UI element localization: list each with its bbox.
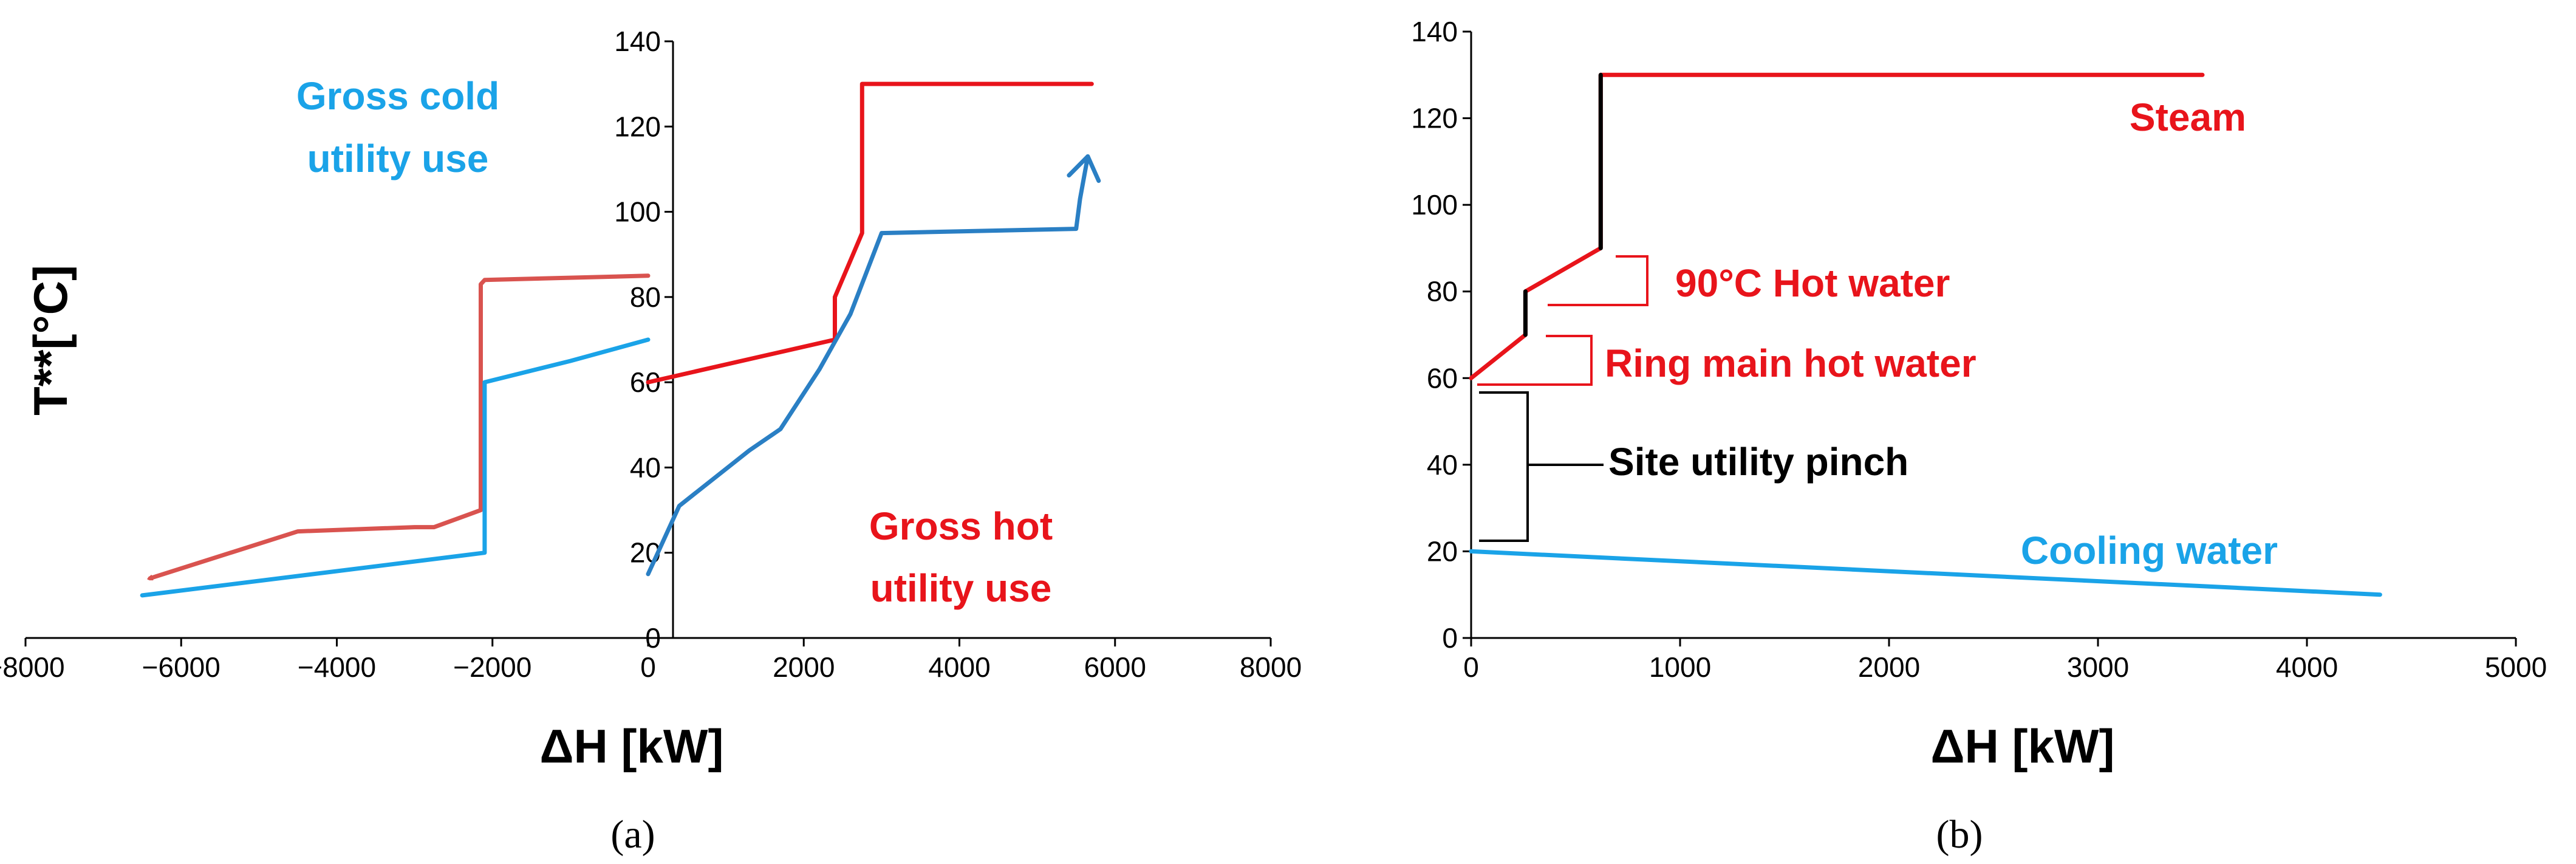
- panel-label-b: (b): [1936, 812, 1983, 857]
- y-tick-label: 120: [1411, 103, 1458, 134]
- y-tick-label: 80: [1427, 276, 1458, 307]
- x-tick-label: 6000: [1084, 651, 1146, 683]
- pinch-bracket: [1479, 391, 1604, 542]
- annotation-90c-hot-water: 90°C Hot water: [1675, 261, 1950, 305]
- y-tick-label: 120: [614, 111, 661, 142]
- x-tick-label: 8000: [1240, 651, 1302, 683]
- annotation-cooling-water: Cooling water: [2021, 529, 2278, 572]
- series-line-4: [646, 154, 1090, 577]
- y-tick-label: 140: [614, 26, 661, 57]
- x-axis-title: ΔH [kW]: [1930, 719, 2114, 773]
- y-tick-label: 0: [1442, 622, 1458, 654]
- x-tick-label: −4000: [298, 651, 376, 683]
- x-tick-label: 1000: [1649, 651, 1711, 683]
- annotation-gross-hot-line2: utility use: [870, 566, 1052, 610]
- x-tick-label: 0: [640, 651, 656, 683]
- annotation-ring-main-hot-water: Ring main hot water: [1605, 341, 1976, 385]
- y-tick-label: 80: [630, 281, 661, 313]
- y-tick-label: 40: [630, 451, 661, 483]
- x-tick-label: 2000: [1858, 651, 1920, 683]
- y-tick-label: 100: [614, 196, 661, 228]
- annotation-site-utility-pinch: Site utility pinch: [1608, 440, 1908, 484]
- series-lines: [140, 81, 1101, 598]
- series-line-4: [1469, 549, 2382, 597]
- chart-panel-a: −8000 −6000 −4000 −2000 0 2000 4000 6000 8000 0 2…: [0, 26, 1302, 857]
- x-tick-label: 2000: [773, 651, 835, 683]
- hot-water-bracket: [1548, 255, 1648, 306]
- annotation-gross-cold-line2: utility use: [307, 137, 489, 180]
- x-tick-label: 5000: [2485, 651, 2547, 683]
- annotation-steam: Steam: [2130, 95, 2246, 139]
- arrow-head: [1067, 154, 1101, 183]
- x-tick-label: −2000: [453, 651, 531, 683]
- series-line-1: [1469, 72, 2205, 380]
- x-tick-label: 0: [1463, 651, 1479, 683]
- annotation-gross-hot-line1: Gross hot: [869, 504, 1053, 548]
- chart-panel-b: 0 1000 2000 3000 4000 5000 0 20 40 60 80 100 120 140…: [1411, 16, 2547, 857]
- series-line-2: [150, 273, 651, 578]
- y-tick-label: 60: [1427, 362, 1458, 394]
- x-axis-title: ΔH [kW]: [539, 719, 723, 773]
- ring-main-bracket: [1477, 335, 1593, 386]
- y-tick-label: 0: [645, 622, 661, 654]
- y-tick-label: 20: [1427, 535, 1458, 567]
- y-tick-label: 140: [1411, 16, 1458, 47]
- x-tick-label: 4000: [2276, 651, 2338, 683]
- x-tick-label: 3000: [2067, 651, 2129, 683]
- x-tick-label: −8000: [0, 651, 65, 683]
- series-line-1: [646, 81, 1094, 385]
- x-tick-labels: −8000 −6000 −4000 −2000 0 2000 4000 6000 8000: [0, 638, 1302, 683]
- x-tick-label: 4000: [928, 651, 990, 683]
- series-line-3: [140, 337, 651, 598]
- y-axis-title: T**[°C]: [24, 265, 77, 416]
- panel-label-a: (a): [610, 812, 655, 857]
- series-lines: [1469, 72, 2382, 597]
- y-tick-label: 40: [1427, 449, 1458, 481]
- annotation-gross-cold-line1: Gross cold: [296, 74, 499, 118]
- x-tick-label: −6000: [142, 651, 220, 683]
- x-tick-labels: 0 1000 2000 3000 4000 5000: [1463, 638, 2547, 683]
- y-tick-label: 100: [1411, 189, 1458, 221]
- y-tick-labels: 0 20 40 60 80 100 120 140: [1411, 16, 1471, 654]
